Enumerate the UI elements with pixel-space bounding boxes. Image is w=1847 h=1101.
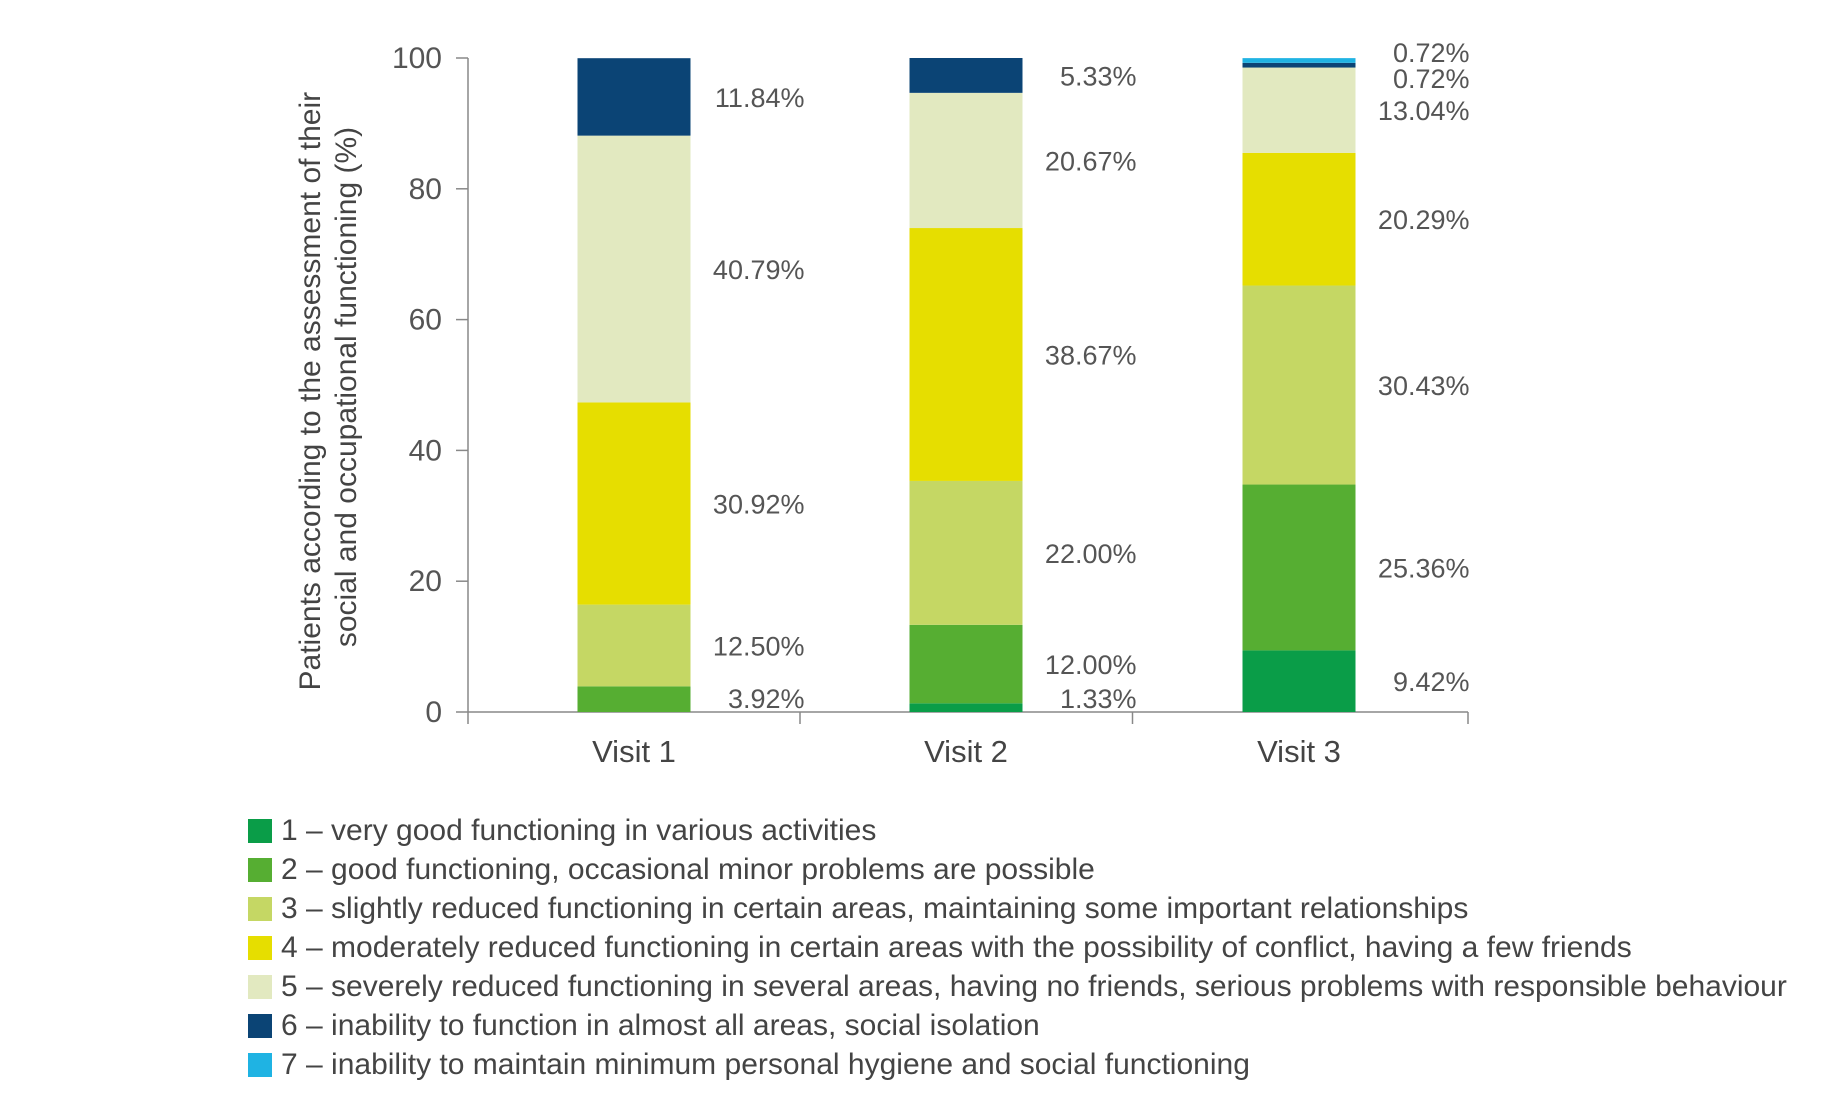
legend-item: 4 – moderately reduced functioning in ce… — [248, 928, 1787, 967]
data-label: 40.79% — [713, 255, 805, 285]
data-label: 3.92% — [728, 684, 805, 714]
y-tick-label: 60 — [409, 304, 442, 337]
y-axis-label: Patients according to the assessment of … — [294, 84, 363, 691]
bar-segment — [577, 402, 691, 605]
bar-segment — [577, 686, 691, 712]
legend-label: 4 – moderately reduced functioning in ce… — [281, 930, 1632, 964]
y-tick-label: 80 — [409, 173, 442, 206]
y-tick-label: 0 — [425, 696, 442, 729]
bar-segment — [1242, 152, 1356, 286]
data-label: 0.72% — [1393, 38, 1470, 68]
y-tick-label: 100 — [392, 42, 442, 75]
legend-item: 5 – severely reduced functioning in seve… — [248, 967, 1787, 1006]
bar-segment — [1242, 58, 1356, 63]
bar-segment — [909, 58, 1023, 93]
bar-segment — [1242, 285, 1356, 485]
y-tick-label: 40 — [409, 434, 442, 467]
legend-label: 7 – inability to maintain minimum person… — [281, 1047, 1250, 1081]
legend: 1 – very good functioning in various act… — [248, 811, 1787, 1084]
legend-label: 3 – slightly reduced functioning in cert… — [281, 891, 1469, 925]
legend-item: 2 – good functioning, occasional minor p… — [248, 850, 1787, 889]
legend-swatch — [248, 857, 272, 882]
bars — [577, 58, 1356, 712]
data-label: 25.36% — [1378, 553, 1470, 583]
data-label: 1.33% — [1060, 684, 1137, 714]
axes: 0 20 40 60 80 100 Visit 1 Visit 2 Visit 3 — [392, 42, 1469, 769]
bar-segment — [1242, 484, 1356, 651]
bar-segment — [1242, 62, 1356, 68]
bar-segment — [909, 703, 1023, 712]
data-label: 20.67% — [1045, 146, 1137, 176]
bar-segment — [577, 58, 691, 136]
legend-swatch — [248, 1052, 272, 1077]
y-tick-label: 20 — [409, 565, 442, 598]
legend-label: 2 – good functioning, occasional minor p… — [281, 852, 1095, 886]
legend-swatch — [248, 935, 272, 960]
bar-segment — [577, 604, 691, 687]
x-category-label: Visit 2 — [924, 734, 1008, 769]
data-label: 9.42% — [1393, 667, 1470, 697]
legend-swatch — [248, 974, 272, 999]
y-axis-label-line-1: Patients according to the assessment of … — [294, 92, 327, 691]
data-labels: 3.92% 12.50% 30.92% 40.79% 11.84% 1.33% 12.00%… — [713, 38, 1470, 714]
bar-segment — [577, 135, 691, 403]
data-label: 12.00% — [1045, 650, 1137, 680]
legend-label: 5 – severely reduced functioning in seve… — [281, 969, 1787, 1003]
legend-item: 6 – inability to function in almost all … — [248, 1006, 1787, 1045]
legend-label: 6 – inability to function in almost all … — [281, 1008, 1040, 1042]
x-category-label: Visit 3 — [1257, 734, 1341, 769]
data-label: 22.00% — [1045, 539, 1137, 569]
data-label: 20.29% — [1378, 205, 1470, 235]
legend-swatch — [248, 896, 272, 921]
x-category-label: Visit 1 — [592, 734, 676, 769]
legend-item: 7 – inability to maintain minimum person… — [248, 1045, 1787, 1084]
data-label: 11.84% — [715, 83, 805, 113]
bar-segment — [909, 92, 1023, 229]
data-label: 0.72% — [1393, 64, 1470, 94]
y-axis-label-line-2: social and occupational functioning (%) — [330, 127, 363, 647]
legend-label: 1 – very good functioning in various act… — [281, 813, 877, 847]
legend-swatch — [248, 1013, 272, 1038]
bar-segment — [909, 480, 1023, 625]
legend-swatch — [248, 818, 272, 843]
legend-item: 1 – very good functioning in various act… — [248, 811, 1787, 850]
data-label: 13.04% — [1378, 96, 1470, 126]
bar-segment — [1242, 67, 1356, 153]
data-label: 30.92% — [713, 490, 805, 520]
bar-segment — [1242, 650, 1356, 712]
data-label: 12.50% — [713, 631, 805, 661]
data-label: 38.67% — [1045, 340, 1137, 370]
data-label: 30.43% — [1378, 371, 1470, 401]
bar-segment — [909, 624, 1023, 704]
bar-segment — [909, 228, 1023, 481]
legend-item: 3 – slightly reduced functioning in cert… — [248, 889, 1787, 928]
data-label: 5.33% — [1060, 61, 1137, 91]
